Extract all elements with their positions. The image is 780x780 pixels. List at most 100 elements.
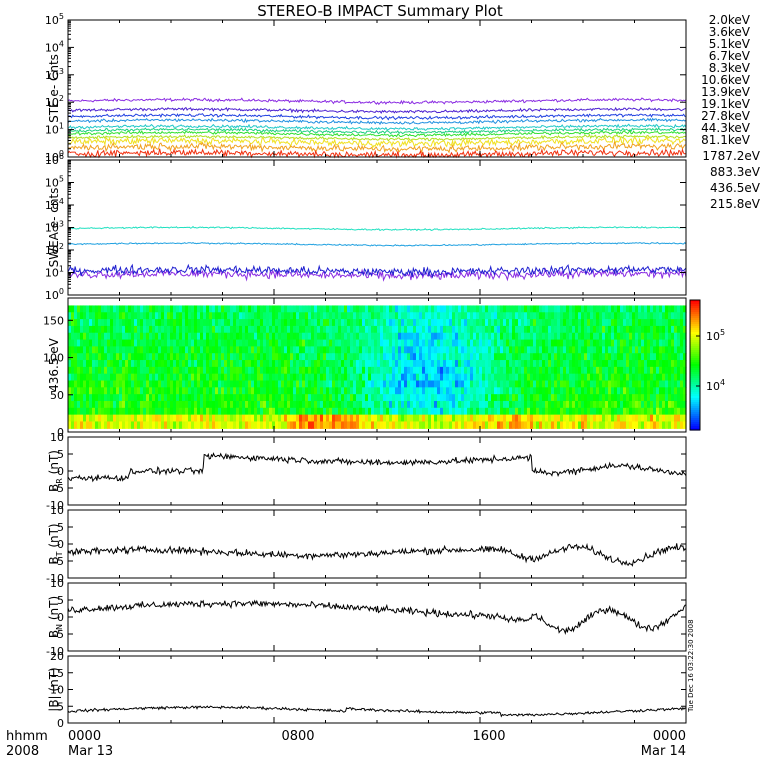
- heatmap-cell: [671, 366, 675, 375]
- heatmap-cell: [80, 421, 84, 429]
- heatmap-cell: [467, 346, 471, 354]
- heatmap-cell: [335, 366, 339, 375]
- heatmap-cell: [497, 400, 501, 409]
- heatmap-cell: [452, 305, 456, 313]
- heatmap-cell: [248, 414, 252, 423]
- heatmap-cell: [173, 380, 177, 388]
- heatmap-cell: [410, 312, 414, 320]
- heatmap-cell: [152, 346, 156, 354]
- legend-entry: 3.6keV: [709, 25, 751, 39]
- heatmap-cell: [395, 421, 399, 429]
- heatmap-cell: [101, 400, 105, 409]
- heatmap-cell: [416, 339, 420, 347]
- heatmap-cell: [473, 353, 477, 361]
- heatmap-cell: [659, 421, 663, 429]
- heatmap-cell: [176, 312, 180, 320]
- heatmap-cell: [89, 400, 93, 409]
- bn-tick-label: -10: [46, 645, 64, 658]
- heatmap-cell: [206, 360, 210, 368]
- heatmap-cell: [605, 373, 609, 382]
- heatmap-cell: [401, 312, 405, 320]
- heatmap-cell: [350, 387, 354, 395]
- heatmap-cell: [623, 407, 627, 416]
- heatmap-cell: [563, 387, 567, 395]
- heatmap-cell: [503, 319, 507, 327]
- heatmap-cell: [401, 407, 405, 416]
- heatmap-cell: [599, 305, 603, 313]
- heatmap-cell: [542, 407, 546, 416]
- heatmap-cell: [107, 339, 111, 347]
- heatmap-cell: [134, 353, 138, 361]
- heatmap-cell: [455, 387, 459, 395]
- heatmap-cell: [167, 407, 171, 416]
- heatmap-cell: [650, 325, 654, 334]
- heatmap-cell: [455, 353, 459, 361]
- heatmap-cell: [218, 373, 222, 382]
- br-tick-label: -10: [46, 499, 64, 512]
- heatmap-cell: [119, 373, 123, 382]
- heatmap-cell: [272, 394, 276, 402]
- heatmap-cell: [605, 360, 609, 368]
- heatmap-cell: [392, 407, 396, 416]
- heatmap-cell: [353, 346, 357, 354]
- heatmap-cell: [422, 373, 426, 382]
- heatmap-cell: [263, 319, 267, 327]
- colorbar-cell: [690, 310, 700, 313]
- heatmap-cell: [542, 353, 546, 361]
- heatmap-cell: [212, 332, 216, 341]
- heatmap-cell: [590, 332, 594, 341]
- heatmap-cell: [185, 353, 189, 361]
- heatmap-cell: [317, 346, 321, 354]
- heatmap-cell: [506, 394, 510, 402]
- heatmap-cell: [206, 319, 210, 327]
- heatmap-cell: [464, 312, 468, 320]
- heatmap-cell: [203, 407, 207, 416]
- heatmap-cell: [221, 360, 225, 368]
- heatmap-cell: [131, 380, 135, 388]
- heatmap-cell: [197, 346, 201, 354]
- heatmap-cell: [281, 387, 285, 395]
- heatmap-cell: [356, 387, 360, 395]
- heatmap-cell: [611, 373, 615, 382]
- heatmap-cell: [146, 387, 150, 395]
- heatmap-cell: [371, 366, 375, 375]
- heatmap-cell: [524, 360, 528, 368]
- heatmap-cell: [590, 305, 594, 313]
- heatmap-cell: [362, 421, 366, 429]
- heatmap-cell: [332, 407, 336, 416]
- colorbar-cell: [690, 378, 700, 381]
- heatmap-cell: [263, 400, 267, 409]
- heatmap-cell: [353, 366, 357, 375]
- heatmap-cell: [68, 407, 72, 416]
- heatmap-cell: [200, 400, 204, 409]
- heatmap-cell: [611, 339, 615, 347]
- heatmap-cell: [137, 346, 141, 354]
- heatmap-cell: [494, 305, 498, 313]
- heatmap-cell: [458, 366, 462, 375]
- heatmap-cell: [194, 339, 198, 347]
- heatmap-cell: [632, 380, 636, 388]
- heatmap-cell: [563, 414, 567, 423]
- heatmap-cell: [653, 414, 657, 423]
- heatmap-cell: [473, 421, 477, 429]
- heatmap-cell: [440, 346, 444, 354]
- heatmap-cell: [260, 373, 264, 382]
- heatmap-cell: [476, 394, 480, 402]
- heatmap-cell: [350, 380, 354, 388]
- heatmap-cell: [101, 394, 105, 402]
- heatmap-cell: [332, 414, 336, 423]
- heatmap-cell: [422, 414, 426, 423]
- heatmap-cell: [326, 346, 330, 354]
- heatmap-cell: [443, 360, 447, 368]
- heatmap-cell: [560, 407, 564, 416]
- heatmap-cell: [374, 373, 378, 382]
- heatmap-cell: [344, 312, 348, 320]
- heatmap-cell: [545, 325, 549, 334]
- heatmap-cell: [155, 346, 159, 354]
- heatmap-cell: [527, 400, 531, 409]
- colorbar-cell: [690, 344, 700, 347]
- heatmap-cell: [650, 373, 654, 382]
- heatmap-cell: [278, 407, 282, 416]
- heatmap-cell: [209, 339, 213, 347]
- heatmap-cell: [596, 366, 600, 375]
